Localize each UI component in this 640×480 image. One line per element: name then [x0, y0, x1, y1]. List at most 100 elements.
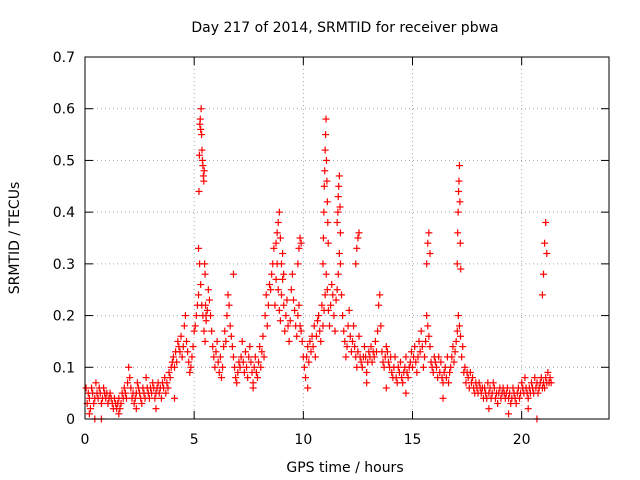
data-point	[259, 332, 267, 340]
data-point	[124, 379, 132, 387]
data-point	[368, 358, 376, 366]
data-point	[416, 348, 424, 356]
data-point	[541, 239, 549, 247]
data-point	[216, 353, 224, 361]
data-point	[201, 337, 209, 345]
data-point	[357, 358, 365, 366]
data-point	[457, 265, 465, 273]
data-point	[307, 348, 315, 356]
data-point	[295, 301, 303, 309]
data-point	[489, 379, 497, 387]
data-point	[346, 332, 354, 340]
data-point	[454, 229, 462, 237]
data-point	[433, 363, 441, 371]
data-point	[162, 389, 170, 397]
y-tick-label: 0.5	[53, 153, 75, 169]
data-point	[322, 131, 330, 139]
data-point	[181, 312, 189, 320]
data-point	[222, 337, 230, 345]
data-point	[445, 379, 453, 387]
data-point	[354, 234, 362, 242]
data-point	[273, 229, 281, 237]
data-point	[229, 353, 237, 361]
data-point	[322, 115, 330, 123]
data-point	[314, 317, 322, 325]
data-point	[272, 239, 280, 247]
data-point	[200, 167, 208, 175]
data-point	[371, 337, 379, 345]
data-point	[179, 343, 187, 351]
data-point	[201, 270, 209, 278]
data-point	[419, 363, 427, 371]
data-point	[291, 306, 299, 314]
data-point	[142, 374, 150, 382]
data-point	[219, 363, 227, 371]
data-point	[321, 291, 329, 299]
data-point	[355, 332, 363, 340]
data-point	[203, 306, 211, 314]
data-point	[151, 394, 159, 402]
data-point	[388, 368, 396, 376]
data-point	[336, 229, 344, 237]
data-point	[538, 291, 546, 299]
data-point	[457, 332, 465, 340]
data-point	[155, 389, 163, 397]
data-point	[340, 327, 348, 335]
data-point	[334, 193, 342, 201]
data-point	[224, 291, 232, 299]
data-point	[290, 296, 298, 304]
data-point	[335, 172, 343, 180]
x-axis-tick-labels: 0 5 10 15 20	[81, 432, 531, 448]
plot-frame	[84, 56, 610, 420]
data-point	[253, 374, 261, 382]
data-point	[202, 301, 210, 309]
data-point	[270, 244, 278, 252]
data-point	[271, 301, 279, 309]
y-tick-label: 0.1	[53, 360, 75, 376]
data-point	[531, 374, 539, 382]
data-point	[177, 332, 185, 340]
data-point	[195, 151, 203, 159]
data-point	[334, 270, 342, 278]
data-point	[418, 343, 426, 351]
data-point	[184, 348, 192, 356]
data-point	[214, 358, 222, 366]
data-point	[322, 270, 330, 278]
data-point	[377, 322, 385, 330]
data-point	[411, 343, 419, 351]
data-point	[298, 337, 306, 345]
data-point	[164, 384, 172, 392]
x-tick-label: 15	[404, 432, 422, 448]
data-point	[456, 239, 464, 247]
data-point	[178, 353, 186, 361]
data-point	[263, 322, 271, 330]
data-point	[120, 384, 128, 392]
data-point	[171, 363, 179, 371]
y-tick-label: 0.7	[53, 50, 75, 66]
data-point	[320, 208, 328, 216]
data-point	[315, 312, 323, 320]
y-tick-label: 0.4	[53, 205, 75, 221]
data-point	[192, 312, 200, 320]
data-point	[543, 250, 551, 258]
x-tick-label: 10	[294, 432, 312, 448]
data-point	[466, 368, 474, 376]
data-point	[225, 301, 233, 309]
data-point	[157, 394, 165, 402]
data-point	[324, 306, 332, 314]
data-point	[317, 337, 325, 345]
data-point	[424, 322, 432, 330]
data-point	[541, 384, 549, 392]
data-point	[252, 368, 260, 376]
data-point	[280, 301, 288, 309]
data-point	[173, 358, 181, 366]
data-point	[220, 343, 228, 351]
data-point	[328, 281, 336, 289]
data-point	[180, 322, 188, 330]
data-point	[423, 260, 431, 268]
data-point	[246, 343, 254, 351]
data-point	[455, 322, 463, 330]
data-point	[383, 348, 391, 356]
data-point	[437, 358, 445, 366]
data-point	[217, 374, 225, 382]
